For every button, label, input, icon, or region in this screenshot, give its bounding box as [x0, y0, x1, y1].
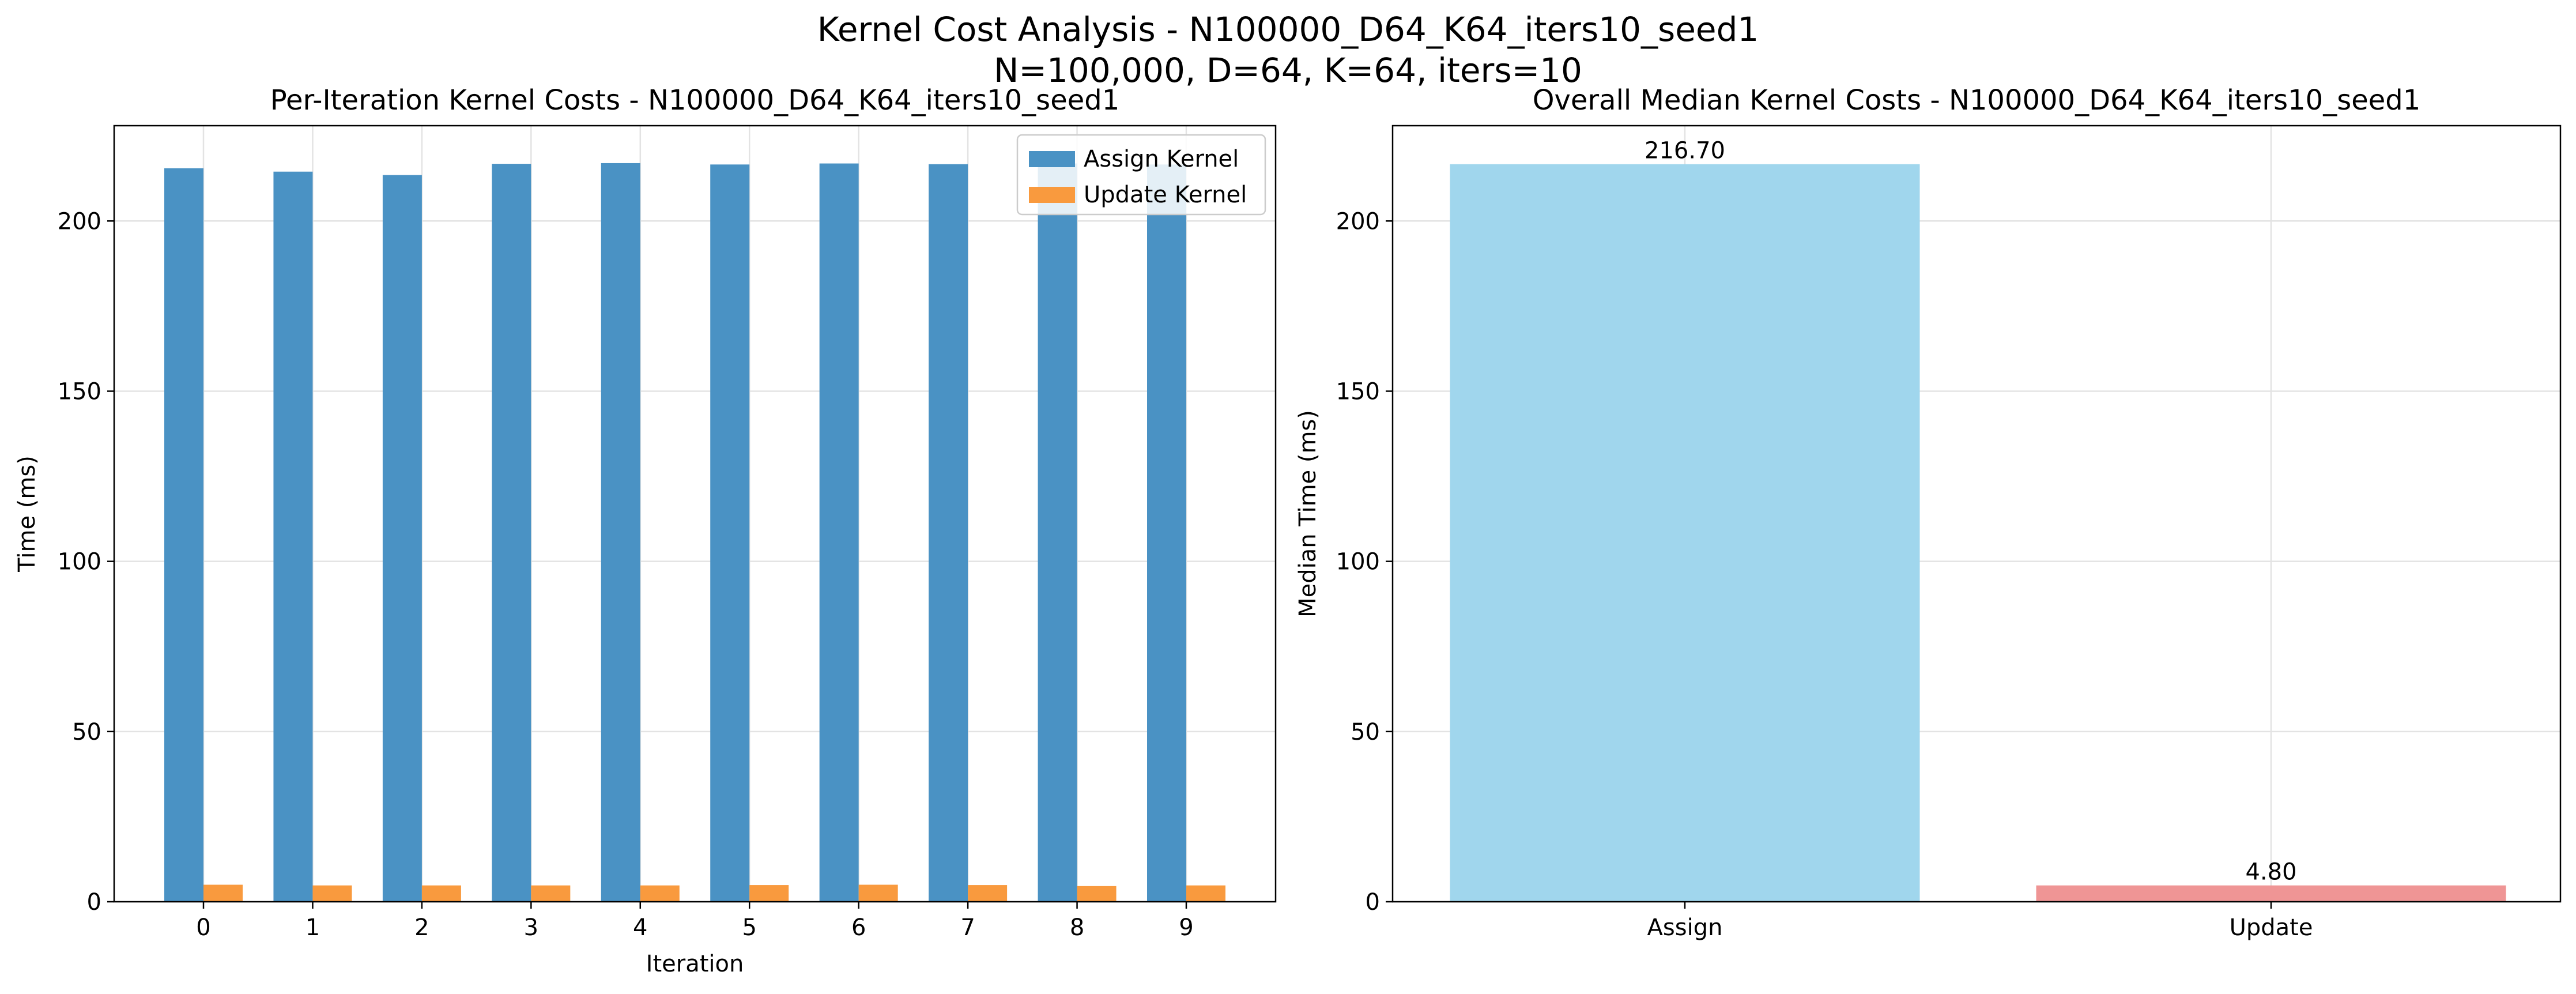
chart-title: Overall Median Kernel Costs - N100000_D6…: [1533, 84, 2421, 116]
x-tick-label: 0: [196, 914, 210, 941]
bar-assign-1: [273, 171, 313, 902]
y-tick-label: 150: [1336, 378, 1380, 405]
bar-assign-4: [601, 163, 640, 902]
figure-subtitle: N=100,000, D=64, K=64, iters=10: [994, 51, 1582, 90]
value-label-update: 4.80: [2245, 859, 2296, 886]
legend-label-update: Update Kernel: [1084, 182, 1247, 208]
bar-update-6: [858, 884, 898, 902]
y-tick-label: 50: [72, 719, 101, 745]
legend-box: [1016, 134, 1266, 216]
per-iteration-chart: 0 50 100 150 200 0 1 2 3 4 5 6 7 8 9 Per-Iteration Kern…: [14, 84, 1277, 977]
x-tick-label: 9: [1179, 914, 1193, 941]
bar-update-4: [640, 885, 680, 902]
y-tick-label: 50: [1351, 719, 1380, 745]
bar-update-2: [421, 885, 461, 902]
legend-label-assign: Assign Kernel: [1084, 146, 1239, 172]
x-tick-label: Update: [2230, 914, 2313, 941]
legend-swatch-update: [1029, 187, 1075, 203]
bar-update-9: [1186, 885, 1225, 902]
x-tick-label: 2: [414, 914, 429, 941]
bar-assign-6: [819, 163, 859, 902]
x-tick-label: 7: [960, 914, 975, 941]
x-tick-label: 5: [742, 914, 756, 941]
bar-assign-9: [1147, 164, 1186, 902]
bar-update-8: [1077, 886, 1117, 902]
bar-assign-7: [929, 164, 968, 902]
bar-update: [2036, 885, 2506, 902]
y-tick-label: 100: [58, 549, 101, 575]
y-tick-label: 0: [87, 889, 101, 916]
y-axis-label: Median Time (ms): [1295, 410, 1321, 618]
bar-assign-8: [1038, 163, 1077, 902]
bar-update-0: [203, 884, 243, 902]
x-tick-label: 3: [524, 914, 538, 941]
bar-update-3: [531, 885, 571, 902]
bar-assign-2: [382, 175, 422, 902]
y-tick-label: 150: [58, 378, 101, 405]
x-tick-label: 1: [306, 914, 320, 941]
bar-update-1: [312, 885, 352, 902]
bar-assign-3: [492, 164, 531, 902]
x-tick-label: 6: [851, 914, 866, 941]
axes-frame: [1391, 125, 2562, 903]
y-tick-label: 200: [58, 208, 101, 235]
legend-swatch-assign: [1029, 151, 1075, 167]
bar-update-5: [749, 885, 789, 902]
y-tick-label: 100: [1336, 549, 1380, 575]
bar-assign-0: [164, 168, 203, 902]
figure-title: Kernel Cost Analysis - N100000_D64_K64_i…: [817, 10, 1759, 49]
bar-assign-5: [710, 164, 750, 902]
bar-assign: [1450, 164, 1920, 902]
y-axis-label: Time (ms): [14, 455, 40, 573]
y-tick-label: 200: [1336, 208, 1380, 235]
x-tick-label: 8: [1070, 914, 1084, 941]
x-axis-label: Iteration: [646, 951, 744, 977]
axes-frame: [113, 125, 1277, 903]
median-chart: 0 50 100 150 200 216.70 Assign 4.80 Update Overal…: [1295, 84, 2562, 941]
y-tick-label: 0: [1366, 889, 1380, 916]
value-label-assign: 216.70: [1645, 138, 1725, 164]
legend: Assign Kernel Update Kernel: [1016, 134, 1266, 216]
x-tick-label: Assign: [1647, 914, 1723, 941]
bar-update-7: [968, 885, 1008, 902]
x-tick-label: 4: [633, 914, 647, 941]
chart-title: Per-Iteration Kernel Costs - N100000_D64…: [270, 84, 1120, 116]
